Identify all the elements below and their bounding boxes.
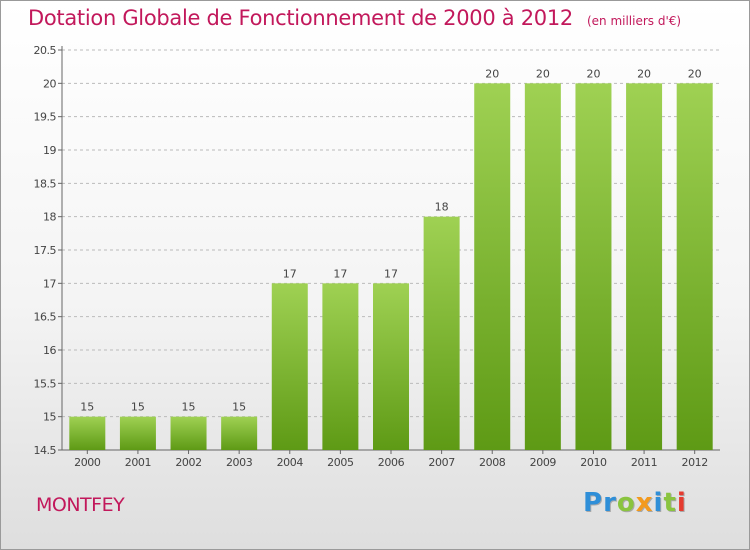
y-tick-label: 15 [43, 411, 56, 424]
bar-value-label: 20 [637, 67, 651, 80]
labels: 14.5 15 15.5 16 16.5 17 17.5 18 18.5 19 19.5 20 20.5… [34, 44, 709, 469]
bar-value-label: 20 [586, 67, 600, 80]
y-tick-label: 20.5 [34, 44, 57, 57]
logo-letter: i [653, 488, 664, 518]
logo-letter: t [663, 488, 677, 518]
logo-letter: x [635, 488, 654, 518]
y-tick-label: 19.5 [34, 111, 57, 124]
bar-value-label: 17 [333, 267, 347, 280]
bar [626, 83, 663, 450]
logo-letter: P [583, 488, 604, 518]
bar-value-label: 15 [80, 401, 94, 414]
y-tick-label: 20 [43, 77, 56, 90]
bar [322, 283, 359, 450]
bar [170, 416, 207, 450]
logo-letter: r [603, 488, 617, 518]
x-tick-label: 2001 [125, 456, 151, 469]
logo-letter: o [616, 488, 636, 518]
x-tick-label: 2000 [74, 456, 101, 469]
x-tick-label: 2012 [681, 456, 707, 469]
bar [524, 83, 561, 450]
bar [575, 83, 612, 450]
x-tick-label: 2006 [378, 456, 405, 469]
chart-title-main: Dotation Globale de Fonctionnement de 20… [28, 6, 573, 30]
logo-letter: i [676, 488, 687, 518]
chart-title-unit: (en milliers d'€) [586, 14, 682, 28]
y-tick-label: 19 [43, 144, 56, 157]
y-tick-label: 16.5 [34, 311, 57, 324]
y-tick-label: 14.5 [34, 444, 57, 457]
bar [373, 283, 409, 450]
bar-value-label: 20 [688, 67, 702, 80]
proxiti-logo[interactable]: Proxiti [583, 488, 687, 518]
bar [119, 416, 156, 450]
bar-value-label: 15 [232, 401, 246, 414]
chart-title: Dotation Globale de Fonctionnement de 20… [28, 6, 681, 30]
bar [474, 83, 511, 450]
bar-value-label: 15 [182, 401, 196, 414]
x-tick-label: 2003 [226, 456, 253, 469]
bar [676, 83, 713, 450]
bar [221, 416, 258, 450]
y-tick-label: 15.5 [34, 377, 57, 390]
y-tick-label: 17 [43, 277, 56, 290]
bar-value-label: 15 [131, 401, 145, 414]
x-tick-label: 2008 [479, 456, 506, 469]
x-tick-label: 2009 [530, 456, 557, 469]
x-tick-label: 2004 [277, 456, 304, 469]
city-name: MONTFEY [36, 494, 125, 516]
bar-value-label: 20 [536, 67, 550, 80]
x-tick-label: 2007 [428, 456, 455, 469]
y-tick-label: 18 [43, 211, 56, 224]
x-tick-label: 2011 [631, 456, 657, 469]
y-tick-label: 16 [43, 344, 56, 357]
bar [271, 283, 308, 450]
y-tick-label: 17.5 [34, 244, 57, 257]
bar-value-label: 17 [283, 267, 297, 280]
x-tick-label: 2002 [175, 456, 201, 469]
x-tick-label: 2010 [580, 456, 607, 469]
bar-value-label: 17 [384, 267, 398, 280]
bars [69, 83, 713, 450]
x-tick-label: 2005 [327, 456, 354, 469]
bar [69, 416, 106, 450]
bar [423, 216, 460, 450]
y-tick-label: 18.5 [34, 177, 57, 190]
bar-value-label: 18 [435, 201, 449, 214]
bar-value-label: 20 [485, 67, 499, 80]
